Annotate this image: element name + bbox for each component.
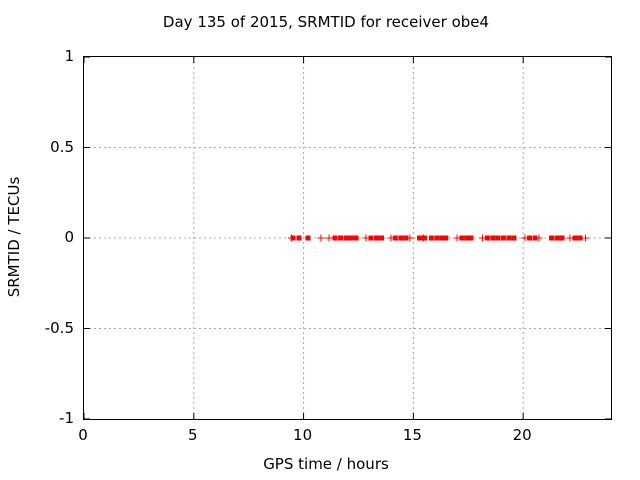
data-point-square bbox=[468, 235, 474, 241]
data-point-square bbox=[495, 235, 501, 241]
y-tick-label: 0 bbox=[64, 228, 74, 246]
data-point-square bbox=[392, 235, 398, 241]
y-tick-label: 1 bbox=[64, 47, 74, 65]
data-point-square bbox=[428, 235, 434, 241]
data-point-square bbox=[527, 235, 533, 241]
x-tick-label: 20 bbox=[512, 426, 532, 444]
y-tick-label: 0.5 bbox=[50, 137, 74, 156]
y-tick-label: -1 bbox=[59, 409, 74, 427]
data-point-square bbox=[464, 235, 470, 241]
data-point-square bbox=[398, 235, 404, 241]
data-point-square bbox=[337, 235, 343, 241]
data-point-square bbox=[554, 235, 560, 241]
x-tick-label: 15 bbox=[402, 426, 422, 444]
x-tick-label: 10 bbox=[293, 426, 313, 444]
data-point-square bbox=[296, 235, 302, 241]
data-point-square bbox=[353, 235, 359, 241]
data-point-square bbox=[484, 235, 490, 241]
data-point-square bbox=[577, 235, 583, 241]
data-point-square bbox=[403, 235, 409, 241]
data-point-square bbox=[443, 235, 449, 241]
data-point-square bbox=[572, 235, 578, 241]
data-point-square bbox=[506, 235, 512, 241]
x-tick-label: 5 bbox=[188, 426, 198, 444]
y-tick-label: -0.5 bbox=[44, 318, 74, 337]
plot-svg bbox=[84, 57, 611, 419]
data-point-square bbox=[532, 235, 538, 241]
data-point-square bbox=[417, 235, 423, 241]
data-point-square bbox=[511, 235, 517, 241]
data-point-square bbox=[500, 235, 506, 241]
data-point-square bbox=[343, 235, 349, 241]
data-point-square bbox=[490, 235, 496, 241]
data-point-square bbox=[332, 235, 338, 241]
data-point-square bbox=[379, 235, 385, 241]
data-point-square bbox=[434, 235, 440, 241]
data-point-square bbox=[459, 235, 465, 241]
data-point-square bbox=[548, 235, 554, 241]
data-point-square bbox=[373, 235, 379, 241]
data-point-square bbox=[368, 235, 374, 241]
chart-title: Day 135 of 2015, SRMTID for receiver obe… bbox=[162, 13, 490, 31]
plot-area bbox=[83, 56, 612, 420]
x-tick-label: 0 bbox=[78, 426, 88, 444]
x-axis-label: GPS time / hours bbox=[263, 455, 389, 473]
data-point-square bbox=[559, 235, 565, 241]
data-point-square bbox=[305, 235, 311, 241]
data-point-square bbox=[439, 235, 445, 241]
data-point-square bbox=[348, 235, 354, 241]
